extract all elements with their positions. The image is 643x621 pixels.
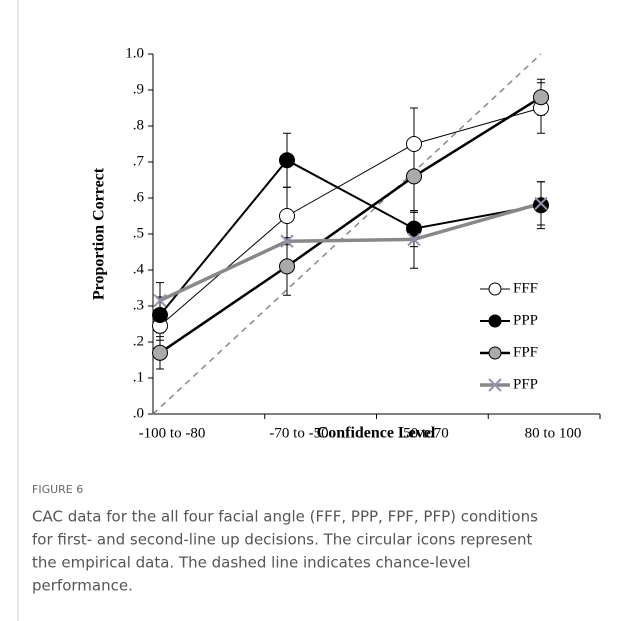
marker	[152, 307, 168, 323]
caption-line: CAC data for the all four facial angle (…	[32, 508, 538, 526]
legend-marker	[488, 314, 502, 328]
y-tick-label: .3	[133, 297, 144, 313]
x-tick-label: 80 to 100	[525, 425, 582, 441]
y-tick-label: .5	[133, 225, 144, 241]
x-axis-title: Confidence Level	[317, 425, 436, 442]
legend-marker	[488, 282, 502, 296]
marker	[406, 136, 422, 152]
y-tick-label: .7	[133, 153, 145, 169]
x-tick-label: -70 to -50	[269, 425, 328, 441]
legend-label: PFP	[513, 376, 538, 392]
y-tick-label: .9	[133, 81, 144, 97]
marker	[533, 89, 549, 106]
y-tick-label: .8	[133, 117, 144, 133]
figure-label: FIGURE 6	[32, 483, 83, 496]
marker	[279, 208, 295, 224]
marker	[280, 234, 294, 248]
marker	[533, 197, 549, 214]
marker	[406, 168, 422, 185]
caption-line: the empirical data. The dashed line indi…	[32, 554, 471, 572]
marker	[406, 220, 422, 237]
legend-label: FPF	[513, 344, 538, 360]
y-tick-label: .6	[133, 189, 145, 205]
y-tick-label: .0	[133, 405, 144, 421]
x-tick-label: 50 to70	[403, 425, 448, 441]
marker	[152, 344, 168, 361]
series-line	[159, 158, 542, 316]
marker	[407, 232, 421, 247]
caption-line: for first- and second-line up decisions.…	[32, 531, 532, 549]
x-tick-label: -100 to -80	[139, 425, 206, 441]
marker	[279, 152, 295, 169]
y-tick-label: 1.0	[125, 45, 144, 61]
y-tick-label: .2	[133, 333, 144, 349]
legend-label: FFF	[513, 280, 538, 296]
caption-line: performance.	[32, 577, 133, 595]
legend-label: PPP	[513, 312, 538, 328]
marker	[534, 196, 548, 211]
series-line	[159, 96, 542, 354]
y-tick-label: .1	[133, 369, 144, 385]
marker	[153, 293, 167, 308]
y-axis-title: Proportion Correct	[91, 167, 108, 300]
y-tick-label: .4	[133, 261, 145, 277]
series-line	[159, 201, 542, 303]
chance-line	[152, 53, 542, 415]
legend-marker	[488, 346, 502, 360]
legend-marker	[488, 378, 502, 392]
marker	[279, 258, 295, 275]
series-line	[159, 107, 542, 327]
